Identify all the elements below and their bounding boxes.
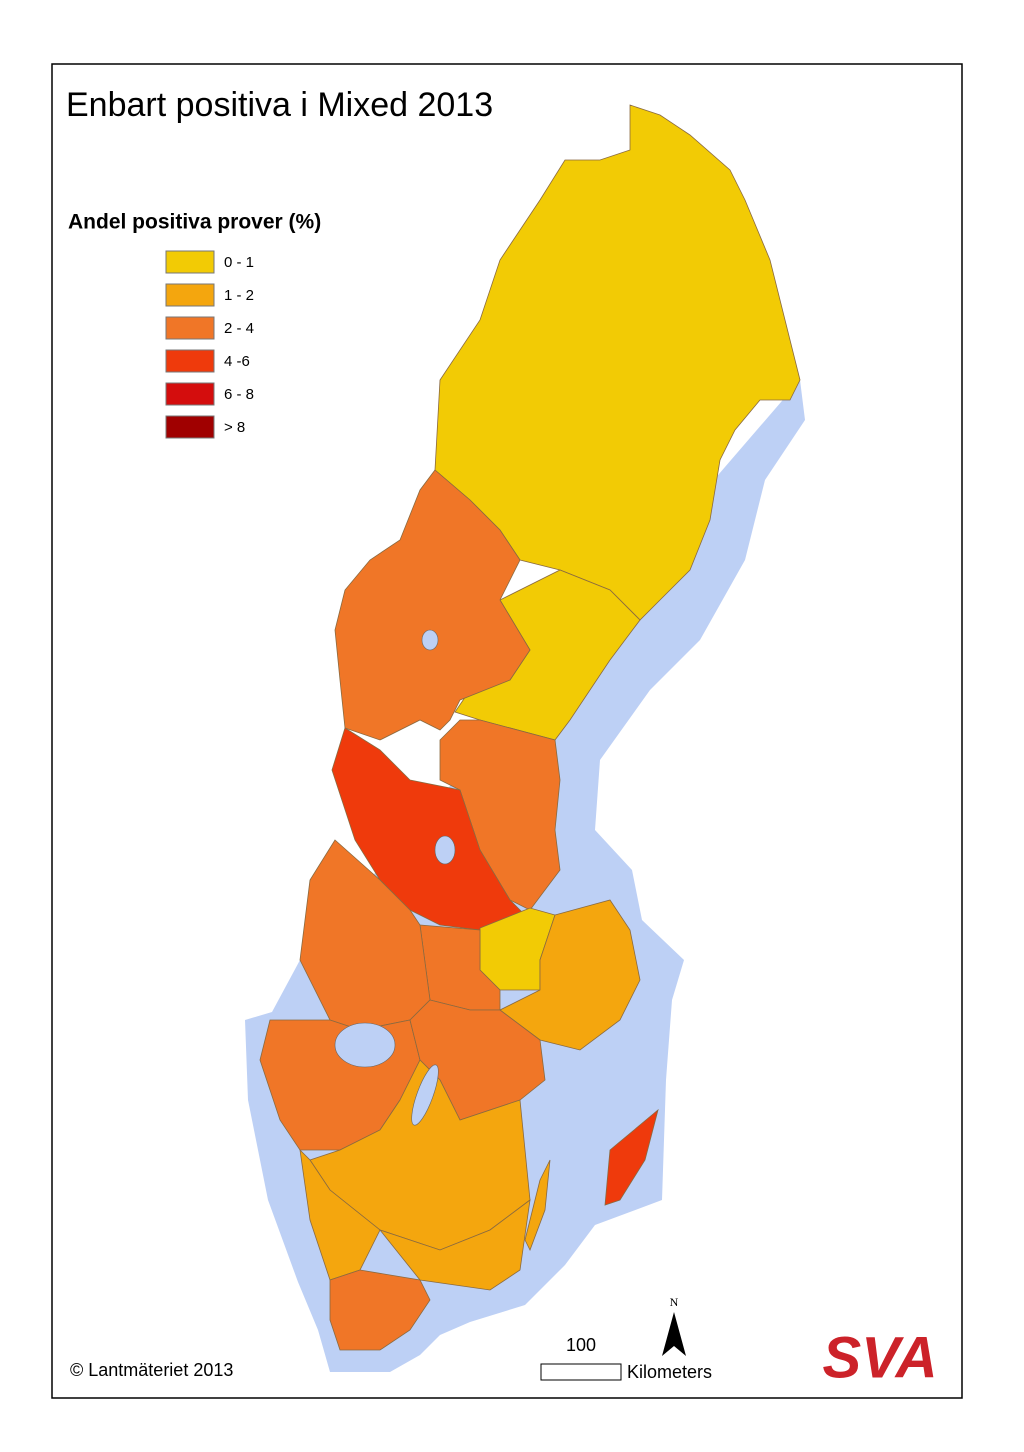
legend-label: > 8 xyxy=(224,419,245,436)
region xyxy=(524,1159,551,1251)
legend-swatch xyxy=(165,349,215,373)
region xyxy=(499,899,641,1051)
lake xyxy=(421,629,439,651)
legend-swatch xyxy=(165,283,215,307)
region xyxy=(329,1269,431,1351)
map-title: Enbart positiva i Mixed 2013 xyxy=(66,86,493,124)
scale-unit: Kilometers xyxy=(627,1362,712,1382)
lake xyxy=(434,835,456,865)
lake xyxy=(334,1022,396,1068)
north-arrow xyxy=(662,1312,686,1356)
north-label: N xyxy=(670,1295,679,1309)
region xyxy=(299,1148,381,1281)
legend-swatch xyxy=(165,382,215,406)
legend-label: 1 - 2 xyxy=(224,287,254,304)
scale-value: 100 xyxy=(566,1335,596,1355)
legend-swatch xyxy=(165,316,215,340)
legend-swatch xyxy=(165,415,215,439)
legend: 0 - 1 1 - 2 2 - 4 4 -6 6 - 8 > 8 xyxy=(165,250,254,439)
region xyxy=(378,1199,531,1291)
copyright: © Lantmäteriet 2013 xyxy=(70,1360,233,1380)
scale-bar xyxy=(540,1363,622,1381)
legend-label: 6 - 8 xyxy=(224,386,254,403)
lake xyxy=(411,1064,439,1126)
legend-label: 2 - 4 xyxy=(224,320,254,337)
legend-label: 4 -6 xyxy=(224,353,250,370)
legend-label: 0 - 1 xyxy=(224,254,254,271)
map xyxy=(245,104,805,1372)
logo: SVA xyxy=(823,1325,938,1390)
region xyxy=(334,469,531,741)
region xyxy=(604,1108,659,1206)
legend-title: Andel positiva prover (%) xyxy=(68,211,321,234)
legend-swatch xyxy=(165,250,215,274)
